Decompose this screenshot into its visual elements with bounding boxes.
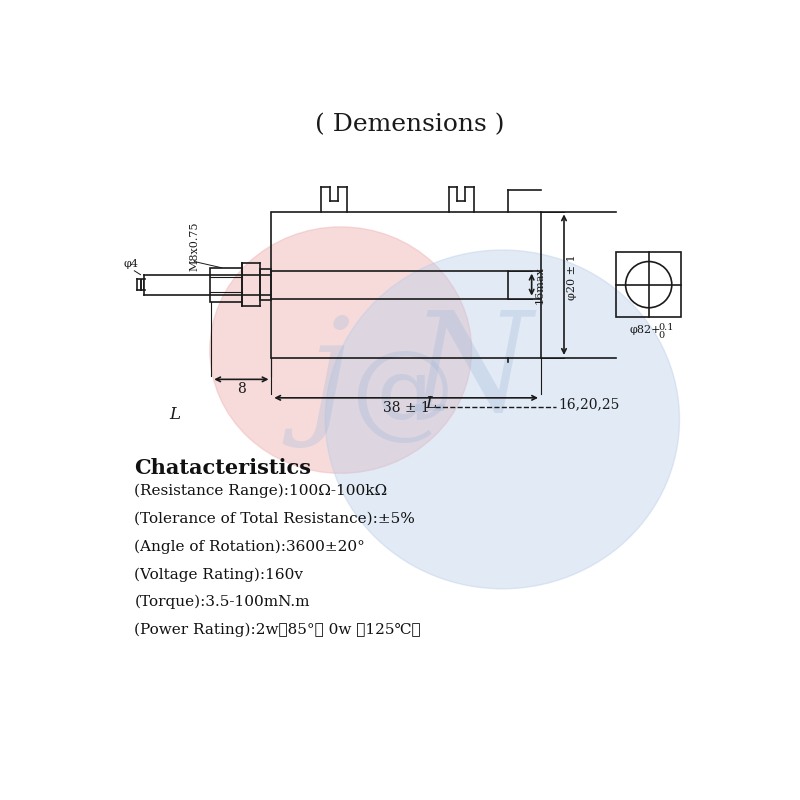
Ellipse shape	[326, 250, 679, 589]
Text: 8: 8	[237, 382, 246, 397]
Text: 16max: 16max	[534, 266, 545, 303]
Text: φ20 ± 1: φ20 ± 1	[567, 254, 577, 300]
Text: ( Demensions ): ( Demensions )	[315, 113, 505, 136]
Bar	[260, 270, 271, 300]
Bar	[271, 211, 541, 358]
Text: (Power Rating):2w（85°） 0w （125℃）: (Power Rating):2w（85°） 0w （125℃）	[134, 622, 421, 637]
Bar	[616, 252, 681, 317]
Text: φ82+: φ82+	[630, 325, 662, 334]
Text: (Angle of Rotation):3600±20°: (Angle of Rotation):3600±20°	[134, 539, 366, 554]
Text: j: j	[308, 314, 350, 448]
Text: φ4: φ4	[124, 259, 138, 270]
Bar	[210, 268, 242, 302]
Text: @: @	[350, 346, 454, 447]
Text: Chatacteristics: Chatacteristics	[134, 458, 311, 478]
Text: N: N	[411, 306, 532, 440]
Text: (Voltage Rating):160v: (Voltage Rating):160v	[134, 567, 303, 582]
Text: (Tolerance of Total Resistance):±5%: (Tolerance of Total Resistance):±5%	[134, 512, 415, 526]
Ellipse shape	[210, 227, 472, 474]
Text: 38 ± 1: 38 ± 1	[382, 401, 430, 415]
Text: (Resistance Range):100Ω-100kΩ: (Resistance Range):100Ω-100kΩ	[134, 484, 387, 498]
Text: L: L	[170, 406, 181, 422]
Text: (Torque):3.5-100mN.m: (Torque):3.5-100mN.m	[134, 595, 310, 610]
Text: L: L	[426, 395, 437, 413]
Text: M8x0.75: M8x0.75	[190, 222, 199, 271]
Text: 0: 0	[658, 331, 664, 340]
Text: 16,20,25: 16,20,25	[558, 397, 620, 411]
Text: 0.1: 0.1	[658, 323, 674, 332]
